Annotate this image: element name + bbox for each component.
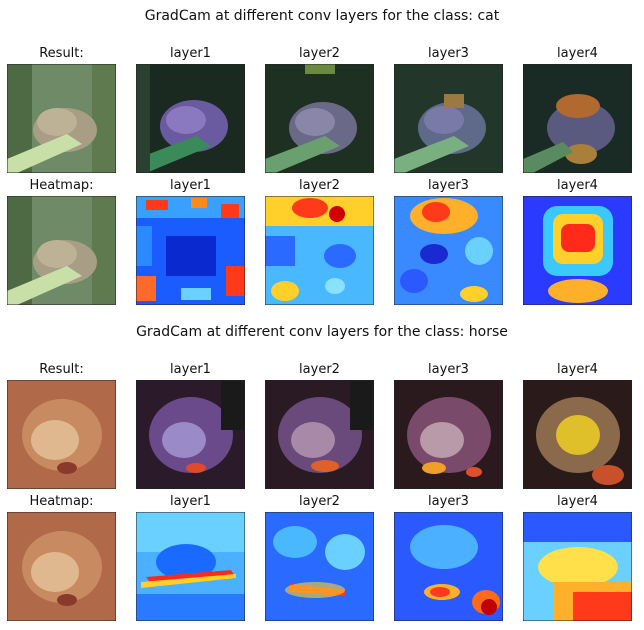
horse-result-layer2: layer2 bbox=[265, 362, 374, 489]
cat-result-layer1: layer1 bbox=[136, 46, 245, 173]
heatmap-image bbox=[394, 512, 503, 621]
panel-label: layer1 bbox=[170, 494, 211, 509]
cat-heatmap-layer2: layer2 bbox=[265, 178, 374, 305]
horse-heatmap-layer2: layer2 bbox=[265, 494, 374, 621]
heatmap-image bbox=[136, 196, 245, 305]
cat-result-layer3: layer3 bbox=[394, 46, 503, 173]
horse-heatmap-layer3: layer3 bbox=[394, 494, 503, 621]
panel-label: layer2 bbox=[299, 362, 340, 377]
panel-label: layer4 bbox=[557, 178, 598, 193]
frog-image bbox=[7, 380, 116, 489]
figure-title-cat: GradCam at different conv layers for the… bbox=[144, 8, 500, 24]
panel-label: layer1 bbox=[170, 178, 211, 193]
cat-heatmap-layer1: layer1 bbox=[136, 178, 245, 305]
horse-result-original: Result: bbox=[7, 362, 116, 489]
panel-label: Heatmap: bbox=[29, 178, 94, 193]
overlay-image bbox=[523, 380, 632, 489]
panel-label: layer4 bbox=[557, 362, 598, 377]
overlay-image bbox=[523, 64, 632, 173]
horse-result-layer4: layer4 bbox=[523, 362, 632, 489]
frog-image bbox=[7, 64, 116, 173]
frog-image bbox=[7, 512, 116, 621]
panel-label: layer3 bbox=[428, 46, 469, 61]
heatmap-image bbox=[523, 512, 632, 621]
panel-label: layer1 bbox=[170, 362, 211, 377]
heatmap-image bbox=[265, 196, 374, 305]
cat-heatmap-original: Heatmap: bbox=[7, 178, 116, 305]
heatmap-image bbox=[523, 196, 632, 305]
panel-label: layer4 bbox=[557, 494, 598, 509]
horse-result-layer1: layer1 bbox=[136, 362, 245, 489]
panel-label: layer2 bbox=[299, 494, 340, 509]
heatmap-image bbox=[265, 512, 374, 621]
overlay-image bbox=[265, 64, 374, 173]
cat-result-layer2: layer2 bbox=[265, 46, 374, 173]
overlay-image bbox=[136, 64, 245, 173]
overlay-image bbox=[394, 64, 503, 173]
panel-label: layer2 bbox=[299, 178, 340, 193]
panel-label: layer3 bbox=[428, 494, 469, 509]
horse-result-layer3: layer3 bbox=[394, 362, 503, 489]
overlay-image bbox=[136, 380, 245, 489]
panel-label: Heatmap: bbox=[29, 494, 94, 509]
frog-image bbox=[7, 196, 116, 305]
cat-heatmap-layer3: layer3 bbox=[394, 178, 503, 305]
cat-result-original: Result: bbox=[7, 46, 116, 173]
panel-label: Result: bbox=[39, 46, 84, 61]
panel-label: Result: bbox=[39, 362, 84, 377]
panel-label: layer4 bbox=[557, 46, 598, 61]
horse-heatmap-layer4: layer4 bbox=[523, 494, 632, 621]
panel-label: layer3 bbox=[428, 362, 469, 377]
overlay-image bbox=[394, 380, 503, 489]
heatmap-image bbox=[136, 512, 245, 621]
panel-label: layer1 bbox=[170, 46, 211, 61]
overlay-image bbox=[265, 380, 374, 489]
heatmap-image bbox=[394, 196, 503, 305]
cat-result-layer4: layer4 bbox=[523, 46, 632, 173]
cat-heatmap-layer4: layer4 bbox=[523, 178, 632, 305]
panel-label: layer2 bbox=[299, 46, 340, 61]
panel-label: layer3 bbox=[428, 178, 469, 193]
horse-heatmap-original: Heatmap: bbox=[7, 494, 116, 621]
horse-heatmap-layer1: layer1 bbox=[136, 494, 245, 621]
figure-title-horse: GradCam at different conv layers for the… bbox=[136, 324, 508, 340]
